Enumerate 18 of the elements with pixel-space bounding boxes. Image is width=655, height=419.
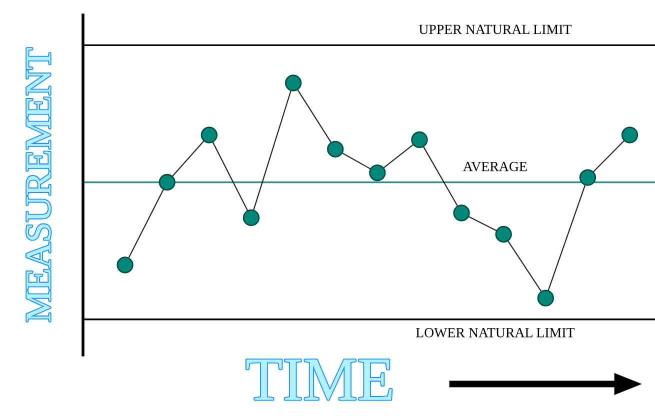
point — [411, 131, 428, 148]
ref-line-label: AVERAGE — [463, 162, 527, 172]
y-axis-title: MEASUREMENT — [26, 48, 51, 322]
point — [200, 126, 218, 144]
point — [242, 209, 260, 226]
x-axis-title: TIME — [246, 360, 392, 400]
point — [284, 74, 302, 92]
point — [537, 290, 554, 306]
point — [495, 226, 512, 243]
point — [621, 126, 638, 144]
point — [453, 204, 470, 222]
point — [579, 169, 596, 186]
point — [116, 256, 134, 274]
point — [369, 164, 386, 182]
ref-line-label: UPPER NATURAL LIMIT — [418, 24, 572, 34]
point — [158, 174, 176, 191]
point — [327, 140, 344, 158]
ref-line-label: LOWER NATURAL LIMIT — [416, 328, 575, 338]
